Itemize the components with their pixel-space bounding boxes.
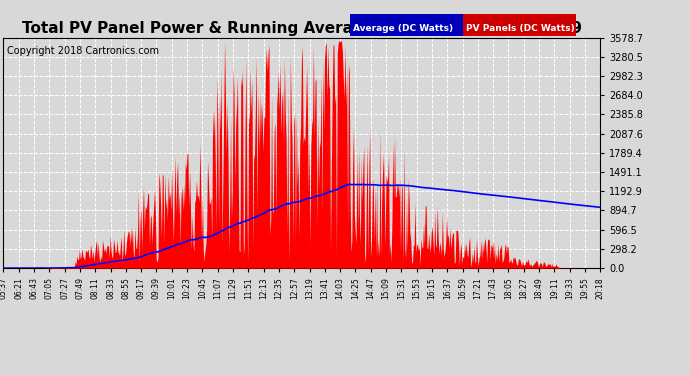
Text: PV Panels (DC Watts): PV Panels (DC Watts) <box>466 24 575 33</box>
Title: Total PV Panel Power & Running Average Power Mon Jul 23 20:19: Total PV Panel Power & Running Average P… <box>22 21 582 36</box>
Text: Copyright 2018 Cartronics.com: Copyright 2018 Cartronics.com <box>7 46 159 56</box>
Text: Average (DC Watts): Average (DC Watts) <box>353 24 453 33</box>
